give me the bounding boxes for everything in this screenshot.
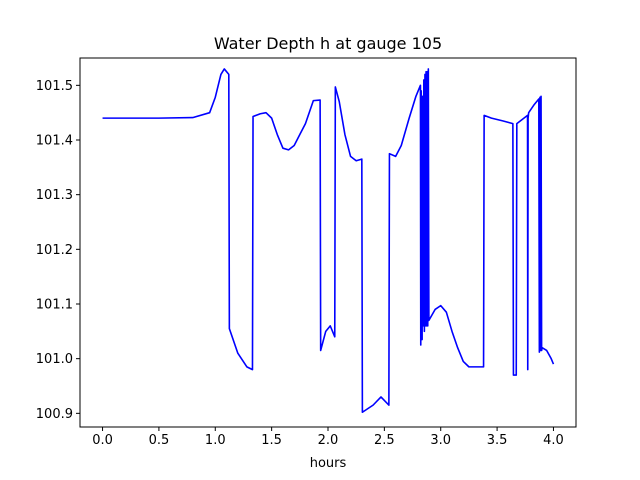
x-axis-label: hours (310, 456, 347, 471)
y-tick-label: 101.3 (36, 188, 73, 203)
x-tick-label: 3.5 (487, 433, 508, 448)
y-tick-label: 100.9 (36, 407, 73, 422)
x-tick-label: 1.5 (261, 433, 282, 448)
x-tick-label: 0.0 (92, 433, 113, 448)
y-tick-label: 101.1 (36, 298, 73, 313)
chart-title: Water Depth h at gauge 105 (214, 34, 442, 53)
x-tick-label: 3.0 (430, 433, 451, 448)
y-tick-label: 101.4 (36, 134, 73, 149)
y-tick-label: 101.0 (36, 352, 73, 367)
x-tick-label: 2.0 (318, 433, 339, 448)
x-tick-label: 4.0 (543, 433, 564, 448)
series-line-0 (102, 68, 555, 414)
x-tick-label: 0.5 (149, 433, 170, 448)
x-tick-label: 1.0 (205, 433, 226, 448)
y-tick-label: 101.5 (36, 79, 73, 94)
y-tick-label: 101.2 (36, 243, 73, 258)
x-tick-label: 2.5 (374, 433, 395, 448)
plot-area: 0.0 0.5 1.0 1.5 2.0 2.5 3.0 3.5 4.0 100.9 101.0 101… (36, 57, 577, 448)
